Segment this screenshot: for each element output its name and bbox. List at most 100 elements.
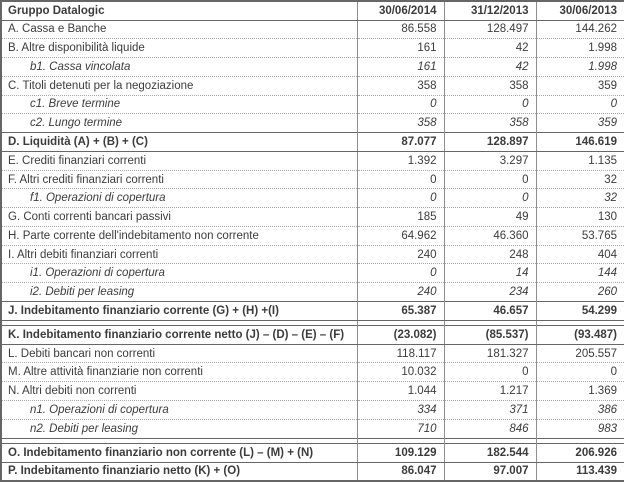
row-value: 118.117 [356, 343, 444, 363]
table-row: N. Altri debiti non correnti 1.044 1.217 1.… [1, 381, 624, 401]
row-value: 14 [443, 263, 536, 283]
row-value: 130 [535, 207, 624, 227]
spacer-cell [443, 319, 536, 326]
column-header-date-2: 31/12/2013 [443, 1, 536, 21]
table-row: B. Altre disponibilità liquide 161 42 1.998 [1, 38, 624, 58]
table-row: G. Conti correnti bancari passivi 185 49 13… [1, 207, 624, 227]
row-label: N. Altri debiti non correnti [1, 381, 357, 401]
table-row: f1. Operazioni di copertura 0 0 32 [1, 188, 624, 208]
row-value: 49 [443, 207, 536, 227]
row-value: 1.998 [535, 57, 624, 77]
row-value: 260 [535, 282, 624, 302]
row-label: M. Altre attività finanziarie non corren… [1, 362, 357, 382]
row-label: i1. Operazioni di copertura [1, 263, 357, 283]
table-row: J. Indebitamento finanziario corrente (G… [1, 300, 624, 321]
table-row: n1. Operazioni di copertura 334 371 386 [1, 400, 624, 420]
row-value: 109.129 [356, 442, 444, 463]
row-value: 358 [443, 75, 536, 96]
table-row: K. Indebitamento finanziario corrente ne… [1, 324, 624, 345]
row-value: 846 [443, 418, 536, 439]
row-label: C. Titoli detenuti per la negoziazione [1, 75, 357, 96]
spacer-cell [535, 437, 624, 444]
table-row: A. Cassa e Banche 86.558 128.497 144.262 [1, 20, 624, 39]
row-label: n1. Operazioni di copertura [1, 400, 357, 420]
row-value: 144.262 [535, 20, 624, 39]
table-row: F. Altri crediti finanziari correnti 0 0 32 [1, 169, 624, 189]
table-row: M. Altre attività finanziarie non corren… [1, 362, 624, 382]
row-label: F. Altri crediti finanziari correnti [1, 169, 357, 189]
table-row: I. Altri debiti finanziari correnti 240 24… [1, 244, 624, 264]
row-value: 65.387 [356, 300, 444, 321]
row-value: 358 [356, 113, 444, 133]
row-label: L. Debiti bancari non correnti [1, 343, 357, 363]
row-value: 46.657 [443, 300, 536, 321]
row-value: 42 [443, 38, 536, 58]
table-row: C. Titoli detenuti per la negoziazione 35… [1, 75, 624, 96]
row-value: 359 [535, 75, 624, 96]
row-value: 334 [356, 400, 444, 420]
row-value: 1.369 [535, 381, 624, 401]
row-value: 1.217 [443, 381, 536, 401]
row-value: 240 [356, 244, 444, 264]
row-label: b1. Cassa vincolata [1, 57, 357, 77]
row-value: 113.439 [535, 461, 624, 482]
row-value: 983 [535, 418, 624, 439]
table-row: H. Parte corrente dell'indebitamento non… [1, 225, 624, 246]
row-value: 146.619 [535, 132, 624, 152]
row-value: 86.558 [356, 20, 444, 39]
row-label: E. Crediti finanziari correnti [1, 150, 357, 171]
row-label: c1. Breve termine [1, 94, 357, 114]
row-value: 205.557 [535, 343, 624, 363]
row-value: 0 [356, 94, 444, 114]
row-value: 32 [535, 169, 624, 189]
row-value: 64.962 [356, 225, 444, 246]
table-header: Gruppo Datalogic 30/06/2014 31/12/2013 3… [1, 1, 624, 21]
row-label: K. Indebitamento finanziario corrente ne… [1, 324, 357, 345]
row-value: 128.497 [443, 20, 536, 39]
row-label: n2. Debiti per leasing [1, 418, 357, 439]
row-value: 185 [356, 207, 444, 227]
row-value: 0 [443, 188, 536, 208]
row-label: J. Indebitamento finanziario corrente (G… [1, 300, 357, 321]
table-row: i2. Debiti per leasing 240 234 260 [1, 282, 624, 302]
spacer-cell [443, 437, 536, 444]
table-row: b1. Cassa vincolata 161 42 1.998 [1, 57, 624, 77]
row-label: i2. Debiti per leasing [1, 282, 357, 302]
table-row: E. Crediti finanziari correnti 1.392 3.297… [1, 150, 624, 171]
table-row: c1. Breve termine 0 0 0 [1, 94, 624, 114]
spacer-cell [535, 319, 624, 326]
row-value: 404 [535, 244, 624, 264]
table-row: D. Liquidità (A) + (B) + (C) 87.077 128.89… [1, 132, 624, 152]
spacer-cell [356, 437, 444, 444]
spacer-row [1, 319, 624, 326]
table-title: Gruppo Datalogic [1, 1, 357, 21]
row-value: 0 [535, 94, 624, 114]
column-header-date-1: 30/06/2014 [356, 1, 444, 21]
row-label: O. Indebitamento finanziario non corrent… [1, 442, 357, 463]
row-value: 1.392 [356, 150, 444, 171]
row-value: 128.897 [443, 132, 536, 152]
table-row: P. Indebitamento finanziario netto (K) +… [1, 461, 624, 482]
spacer-cell [1, 437, 357, 444]
row-value: 161 [356, 57, 444, 77]
row-label: D. Liquidità (A) + (B) + (C) [1, 132, 357, 152]
row-value: 234 [443, 282, 536, 302]
row-value: 240 [356, 282, 444, 302]
row-value: 42 [443, 57, 536, 77]
spacer-cell [356, 319, 444, 326]
row-value: 358 [356, 75, 444, 96]
row-value: 181.327 [443, 343, 536, 363]
row-label: c2. Lungo termine [1, 113, 357, 133]
table-body: A. Cassa e Banche 86.558 128.497 144.262 B. … [1, 20, 624, 482]
row-value: 97.007 [443, 461, 536, 482]
row-value: 0 [356, 263, 444, 283]
row-value: 46.360 [443, 225, 536, 246]
row-value: 386 [535, 400, 624, 420]
row-value: 161 [356, 38, 444, 58]
spacer-row [1, 437, 624, 444]
spacer-cell [1, 319, 357, 326]
row-value: 0 [356, 169, 444, 189]
row-value: 10.032 [356, 362, 444, 382]
row-label: G. Conti correnti bancari passivi [1, 207, 357, 227]
